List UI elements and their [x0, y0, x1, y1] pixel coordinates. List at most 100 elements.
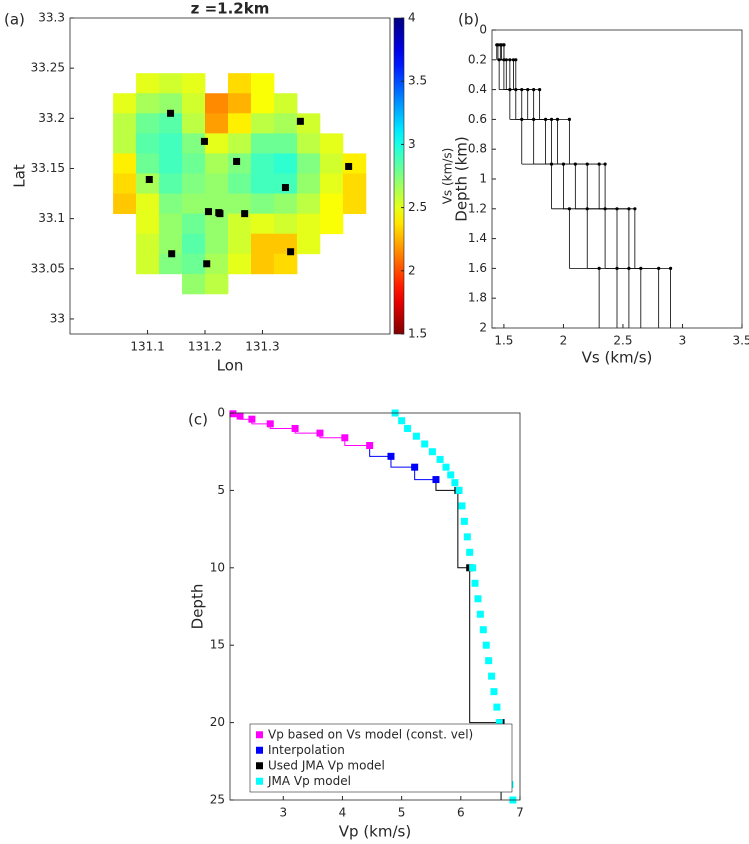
step-line	[319, 433, 345, 439]
profile-point	[442, 463, 450, 471]
heat-cell	[227, 113, 252, 134]
heat-cell	[273, 93, 298, 114]
heat-cell	[227, 233, 252, 255]
x-tick-label: 3	[679, 334, 687, 348]
legend-marker	[256, 731, 263, 739]
y-tick-label: 0.8	[468, 142, 487, 156]
y-tick-label: 1.4	[468, 231, 487, 245]
heat-cell	[227, 173, 252, 194]
x-tick-label: 3	[279, 806, 287, 820]
layer-top-dot	[567, 117, 571, 121]
profile-point	[455, 486, 463, 494]
step-line	[469, 567, 502, 724]
heat-cell	[159, 93, 183, 114]
heat-cell	[227, 73, 252, 94]
station	[233, 157, 241, 165]
heat-cell	[136, 113, 160, 134]
profile-point	[447, 471, 455, 479]
y-tick-label: 15	[210, 638, 225, 652]
heat-cell	[113, 153, 137, 174]
profile-point	[463, 533, 471, 541]
heat-cell	[136, 173, 160, 194]
x-axis-label: Vs (km/s)	[582, 349, 653, 367]
plot-frame	[69, 17, 391, 335]
colorbar-tick-label: 2	[408, 263, 416, 277]
x-tick-label: 6	[457, 806, 465, 820]
layer-top-dot	[497, 58, 501, 62]
heat-cell	[250, 113, 275, 134]
step-line	[344, 437, 370, 447]
station	[345, 162, 353, 170]
heat-cell	[159, 233, 183, 255]
profile-point	[411, 463, 419, 471]
heat-cell	[250, 253, 275, 275]
heat-cell	[273, 173, 298, 194]
layer-top-dot	[495, 43, 499, 47]
y-tick-label: 2	[479, 321, 487, 335]
heat-cell	[250, 133, 275, 154]
panel-label: (c)	[188, 411, 208, 429]
colorbar	[393, 17, 405, 335]
heat-cell	[319, 173, 344, 194]
profile-point	[436, 455, 444, 463]
legend-label: Vp based on Vs model (const. vel)	[268, 727, 473, 741]
y-tick-label: 33	[50, 311, 65, 325]
colorbar-tick-label: 1.5	[408, 327, 427, 341]
heat-cell	[182, 273, 206, 295]
y-tick-label: 0	[479, 23, 487, 37]
heat-cell	[159, 113, 183, 134]
heat-cell	[113, 113, 137, 134]
y-tick-label: 33.05	[31, 261, 65, 275]
heat-cell	[296, 153, 321, 174]
x-tick-label: 4	[339, 806, 347, 820]
heat-cell	[182, 73, 206, 94]
profile-point	[236, 412, 244, 420]
heat-cell	[205, 213, 229, 235]
profile-point	[466, 548, 474, 556]
profile-point	[266, 420, 274, 428]
profile-point	[451, 479, 459, 487]
x-tick-label: 131.1	[130, 340, 164, 354]
heat-cell	[136, 93, 160, 114]
station	[168, 250, 176, 258]
station	[200, 137, 208, 145]
heat-cell	[159, 193, 183, 215]
heat-cell	[182, 213, 206, 235]
y-tick-label: 1.2	[468, 201, 487, 215]
heat-cell	[205, 113, 229, 134]
y-tick-label: 20	[210, 715, 225, 729]
station	[281, 184, 289, 192]
step-line	[269, 423, 296, 429]
heat-cell	[159, 253, 183, 275]
colorbar-tick-label: 4	[408, 11, 416, 25]
legend-marker	[256, 762, 263, 770]
panel-label: (a)	[4, 11, 25, 29]
plot-frame	[229, 412, 521, 801]
heat-cell	[205, 273, 229, 295]
profile-point	[387, 452, 395, 460]
y-tick-label: 10	[210, 560, 225, 574]
heat-cell	[273, 253, 298, 275]
legend-label: Used JMA Vp model	[268, 758, 385, 772]
heat-cell	[296, 193, 321, 215]
layer-top-dot	[549, 117, 554, 121]
heat-cell	[159, 73, 183, 94]
y-tick-label: 25	[210, 793, 225, 807]
heat-cell	[205, 173, 229, 194]
profile-point	[316, 429, 324, 437]
y-tick-label: 0	[217, 406, 225, 420]
y-tick-label: 33.15	[31, 161, 65, 175]
x-axis-label: Lon	[217, 357, 244, 375]
heat-cell	[227, 213, 252, 235]
heat-cell	[250, 233, 275, 255]
heat-cell	[342, 193, 367, 215]
step-line	[390, 456, 415, 468]
heat-cell	[250, 93, 275, 114]
heat-cell	[182, 113, 206, 134]
y-axis-label: Depth (km)	[453, 136, 471, 221]
x-axis-label: Vp (km/s)	[339, 823, 411, 841]
profile-point	[404, 424, 412, 432]
profile-point	[469, 564, 477, 572]
x-tick-label: 3.5	[732, 334, 749, 348]
